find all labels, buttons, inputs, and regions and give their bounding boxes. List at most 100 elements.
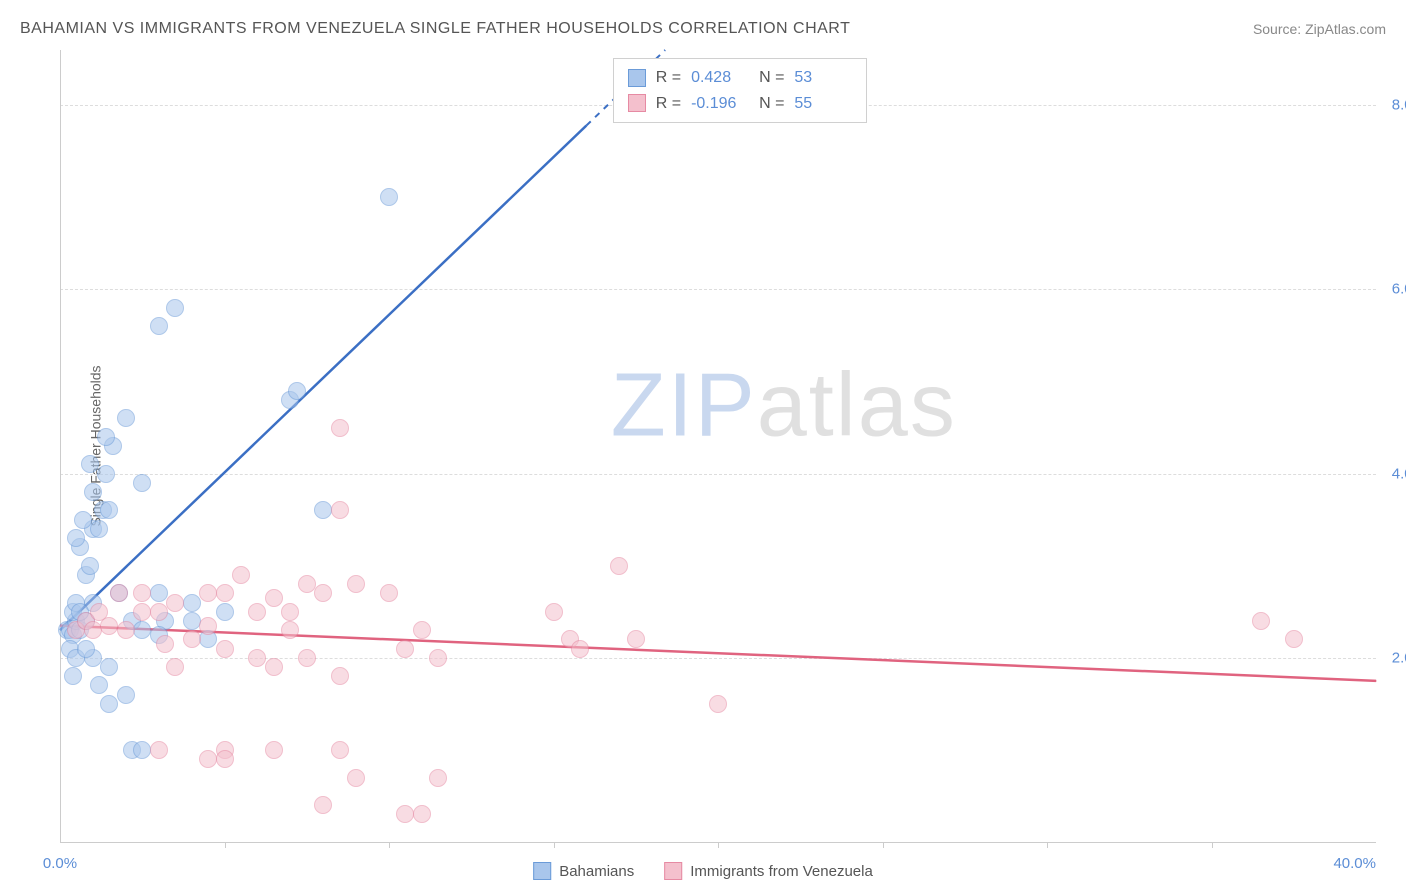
scatter-point <box>216 603 234 621</box>
scatter-point <box>331 419 349 437</box>
scatter-point <box>67 529 85 547</box>
scatter-point <box>81 455 99 473</box>
scatter-point <box>396 640 414 658</box>
scatter-point <box>117 621 135 639</box>
x-minor-tick <box>718 842 719 848</box>
stats-legend-row: R =-0.196N =55 <box>628 91 853 117</box>
scatter-point <box>709 695 727 713</box>
scatter-point <box>331 741 349 759</box>
scatter-point <box>298 575 316 593</box>
scatter-point <box>77 640 95 658</box>
scatter-point <box>627 630 645 648</box>
x-tick-label: 40.0% <box>1333 855 1376 872</box>
x-tick-label: 0.0% <box>43 855 77 872</box>
scatter-point <box>90 676 108 694</box>
scatter-point <box>265 589 283 607</box>
scatter-point <box>610 557 628 575</box>
y-tick-label: 8.0% <box>1392 97 1406 114</box>
x-minor-tick <box>554 842 555 848</box>
legend-label: Bahamians <box>559 863 634 880</box>
scatter-point <box>117 686 135 704</box>
stats-legend: R =0.428N =53R =-0.196N =55 <box>613 58 868 123</box>
chart-plot-area: Single Father Households ZIPatlas 2.0%4.… <box>60 50 1376 842</box>
r-value: -0.196 <box>691 91 749 117</box>
scatter-point <box>199 617 217 635</box>
scatter-point <box>571 640 589 658</box>
scatter-point <box>199 584 217 602</box>
scatter-point <box>64 667 82 685</box>
scatter-point <box>150 603 168 621</box>
legend-swatch <box>664 862 682 880</box>
scatter-point <box>150 584 168 602</box>
scatter-point <box>380 584 398 602</box>
scatter-point <box>380 188 398 206</box>
scatter-point <box>298 649 316 667</box>
scatter-point <box>133 741 151 759</box>
scatter-point <box>166 594 184 612</box>
legend-label: Immigrants from Venezuela <box>690 863 873 880</box>
scatter-point <box>84 483 102 501</box>
n-label: N = <box>759 91 784 117</box>
scatter-point <box>100 695 118 713</box>
scatter-point <box>216 750 234 768</box>
scatter-point <box>429 649 447 667</box>
scatter-point <box>97 465 115 483</box>
scatter-point <box>97 428 115 446</box>
scatter-point <box>331 501 349 519</box>
scatter-point <box>396 805 414 823</box>
scatter-point <box>216 584 234 602</box>
scatter-point <box>150 741 168 759</box>
y-tick-label: 2.0% <box>1392 649 1406 666</box>
scatter-point <box>413 805 431 823</box>
legend-swatch <box>628 94 646 112</box>
scatter-point <box>248 603 266 621</box>
scatter-point <box>81 557 99 575</box>
scatter-point <box>90 603 108 621</box>
scatter-point <box>429 769 447 787</box>
x-minor-tick <box>1212 842 1213 848</box>
y-tick-label: 4.0% <box>1392 465 1406 482</box>
n-value: 53 <box>794 65 852 91</box>
scatter-point <box>314 501 332 519</box>
scatter-point <box>545 603 563 621</box>
scatter-point <box>156 635 174 653</box>
scatter-point <box>110 584 128 602</box>
y-tick-label: 6.0% <box>1392 281 1406 298</box>
chart-title: BAHAMIAN VS IMMIGRANTS FROM VENEZUELA SI… <box>20 20 850 38</box>
scatter-point <box>166 299 184 317</box>
scatter-point <box>288 382 306 400</box>
scatter-point <box>1252 612 1270 630</box>
scatter-point <box>216 640 234 658</box>
source-attribution: Source: ZipAtlas.com <box>1253 21 1386 37</box>
scatter-point <box>281 603 299 621</box>
scatter-point <box>117 409 135 427</box>
scatter-point <box>74 511 92 529</box>
scatter-point <box>265 658 283 676</box>
scatter-point <box>183 612 201 630</box>
series-legend: Bahamians Immigrants from Venezuela <box>533 862 873 880</box>
scatter-point <box>1285 630 1303 648</box>
n-label: N = <box>759 65 784 91</box>
scatter-point <box>199 750 217 768</box>
scatter-point <box>281 621 299 639</box>
scatter-point <box>314 584 332 602</box>
trend-lines <box>60 50 1376 842</box>
x-minor-tick <box>225 842 226 848</box>
scatter-point <box>166 658 184 676</box>
scatter-point <box>232 566 250 584</box>
legend-item: Bahamians <box>533 862 634 880</box>
scatter-point <box>347 769 365 787</box>
x-minor-tick <box>389 842 390 848</box>
scatter-point <box>150 317 168 335</box>
stats-legend-row: R =0.428N =53 <box>628 65 853 91</box>
trend-line-solid <box>60 126 586 631</box>
scatter-point <box>331 667 349 685</box>
scatter-point <box>84 621 102 639</box>
legend-item: Immigrants from Venezuela <box>664 862 873 880</box>
scatter-point <box>183 594 201 612</box>
scatter-point <box>248 649 266 667</box>
scatter-point <box>314 796 332 814</box>
scatter-point <box>133 621 151 639</box>
scatter-point <box>183 630 201 648</box>
legend-swatch <box>533 862 551 880</box>
